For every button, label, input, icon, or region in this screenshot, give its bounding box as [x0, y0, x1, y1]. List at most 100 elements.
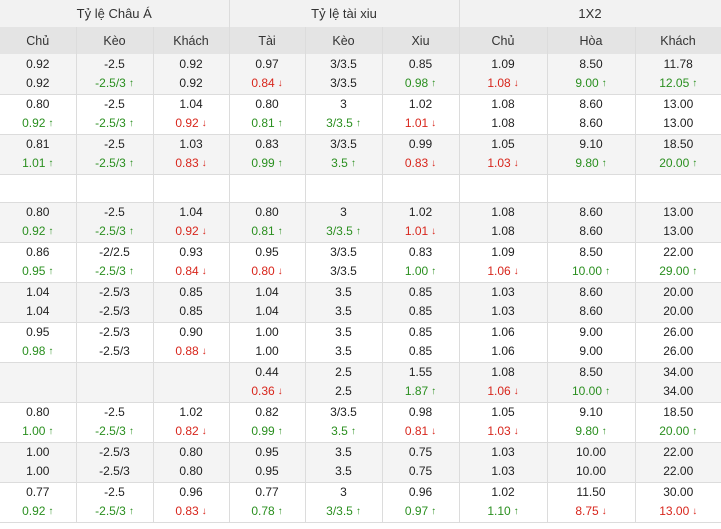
- odds-cell[interactable]: 1.09 1.06 ↓: [459, 242, 548, 283]
- odds-cell[interactable]: [547, 174, 636, 203]
- odds-cell[interactable]: 10.00 10.00: [547, 442, 636, 483]
- odds-cell[interactable]: -2.5/3 -2.5/3: [76, 282, 154, 323]
- odds-cell[interactable]: 13.00 13.00: [635, 202, 721, 243]
- odds-cell[interactable]: 1.08 1.08: [459, 202, 548, 243]
- odds-cell[interactable]: 2.5 2.5: [305, 362, 383, 403]
- odds-cell[interactable]: 18.50 20.00 ↑: [635, 402, 721, 443]
- odds-cell[interactable]: 8.50 10.00 ↑: [547, 242, 636, 283]
- odds-cell[interactable]: -2.5 -2.5/3 ↑: [76, 482, 154, 523]
- odds-cell[interactable]: 3 3/3.5 ↑: [305, 202, 383, 243]
- odds-cell[interactable]: 0.81 1.01 ↑: [0, 134, 77, 175]
- table-row[interactable]: 0.95 0.98 ↑ -2.5/3 -2.5/3 0.90 0.88 ↓ 1.00 1.00 3.…: [0, 322, 721, 363]
- odds-cell[interactable]: 0.80 0.81 ↑: [229, 202, 306, 243]
- odds-cell[interactable]: 0.96 0.97 ↑: [382, 482, 460, 523]
- odds-cell[interactable]: 3.5 3.5: [305, 322, 383, 363]
- odds-cell[interactable]: 8.60 8.60: [547, 202, 636, 243]
- odds-cell[interactable]: 22.00 29.00 ↑: [635, 242, 721, 283]
- odds-cell[interactable]: 9.10 9.80 ↑: [547, 402, 636, 443]
- table-row[interactable]: 0.80 1.00 ↑ -2.5 -2.5/3 ↑ 1.02 0.82 ↓ 0.82 0.99 ↑ 3/…: [0, 402, 721, 443]
- odds-cell[interactable]: 0.75 0.75: [382, 442, 460, 483]
- odds-cell[interactable]: 9.10 9.80 ↑: [547, 134, 636, 175]
- odds-cell[interactable]: -2.5 -2.5/3 ↑: [76, 134, 154, 175]
- odds-cell[interactable]: 0.95 0.95: [229, 442, 306, 483]
- odds-cell[interactable]: 1.02 0.82 ↓: [153, 402, 230, 443]
- odds-cell[interactable]: 3.5 3.5: [305, 282, 383, 323]
- odds-cell[interactable]: [382, 174, 460, 203]
- table-row[interactable]: 0.81 1.01 ↑ -2.5 -2.5/3 ↑ 1.03 0.83 ↓ 0.83 0.99 ↑ 3/…: [0, 134, 721, 175]
- odds-cell[interactable]: 1.04 0.92 ↓: [153, 94, 230, 135]
- odds-cell[interactable]: 1.06 1.06: [459, 322, 548, 363]
- odds-cell[interactable]: 1.02 1.01 ↓: [382, 94, 460, 135]
- odds-cell[interactable]: 1.04 1.04: [229, 282, 306, 323]
- odds-cell[interactable]: 0.90 0.88 ↓: [153, 322, 230, 363]
- odds-cell[interactable]: 1.03 1.03: [459, 282, 548, 323]
- odds-cell[interactable]: 0.97 0.84 ↓: [229, 54, 306, 95]
- odds-cell[interactable]: 26.00 26.00: [635, 322, 721, 363]
- table-row[interactable]: 0.80 0.92 ↑ -2.5 -2.5/3 ↑ 1.04 0.92 ↓ 0.80 0.81 ↑ 3 3…: [0, 94, 721, 135]
- odds-cell[interactable]: 8.60 8.60: [547, 94, 636, 135]
- odds-cell[interactable]: 1.04 0.92 ↓: [153, 202, 230, 243]
- odds-cell[interactable]: 1.03 1.03: [459, 442, 548, 483]
- odds-cell[interactable]: 0.80 0.92 ↑: [0, 94, 77, 135]
- odds-cell[interactable]: 1.05 1.03 ↓: [459, 134, 548, 175]
- odds-cell[interactable]: -2.5 -2.5/3 ↑: [76, 94, 154, 135]
- table-row[interactable]: 0.92 0.92 -2.5 -2.5/3 ↑ 0.92 0.92 0.97 0.84 ↓ 3/3.…: [0, 54, 721, 95]
- table-row[interactable]: 1.00 1.00 -2.5/3 -2.5/3 0.80 0.80 0.95 0.95 3.5 3…: [0, 442, 721, 483]
- odds-cell[interactable]: 1.08 1.08: [459, 94, 548, 135]
- odds-cell[interactable]: -2/2.5 -2.5/3 ↑: [76, 242, 154, 283]
- odds-cell[interactable]: 3 3/3.5 ↑: [305, 482, 383, 523]
- odds-cell[interactable]: 3/3.5 3.5 ↑: [305, 134, 383, 175]
- odds-cell[interactable]: [76, 362, 154, 403]
- odds-cell[interactable]: 18.50 20.00 ↑: [635, 134, 721, 175]
- odds-cell[interactable]: 3.5 3.5: [305, 442, 383, 483]
- odds-cell[interactable]: 34.00 34.00: [635, 362, 721, 403]
- odds-cell[interactable]: 1.05 1.03 ↓: [459, 402, 548, 443]
- odds-cell[interactable]: 1.00 1.00: [229, 322, 306, 363]
- odds-cell[interactable]: 0.93 0.84 ↓: [153, 242, 230, 283]
- odds-cell[interactable]: 0.82 0.99 ↑: [229, 402, 306, 443]
- odds-cell[interactable]: 8.50 9.00 ↑: [547, 54, 636, 95]
- odds-cell[interactable]: [0, 362, 77, 403]
- odds-cell[interactable]: 1.09 1.08 ↓: [459, 54, 548, 95]
- odds-cell[interactable]: 0.83 0.99 ↑: [229, 134, 306, 175]
- odds-cell[interactable]: -2.5 -2.5/3 ↑: [76, 202, 154, 243]
- odds-cell[interactable]: [305, 174, 383, 203]
- odds-cell[interactable]: 0.85 0.85: [153, 282, 230, 323]
- odds-cell[interactable]: 3/3.5 3/3.5: [305, 54, 383, 95]
- odds-cell[interactable]: 0.95 0.80 ↓: [229, 242, 306, 283]
- odds-cell[interactable]: [635, 174, 721, 203]
- odds-cell[interactable]: 11.78 12.05 ↑: [635, 54, 721, 95]
- odds-cell[interactable]: 1.08 1.06 ↓: [459, 362, 548, 403]
- odds-cell[interactable]: 0.80 0.92 ↑: [0, 202, 77, 243]
- odds-cell[interactable]: 0.80 1.00 ↑: [0, 402, 77, 443]
- odds-cell[interactable]: 13.00 13.00: [635, 94, 721, 135]
- odds-cell[interactable]: [229, 174, 306, 203]
- odds-cell[interactable]: -2.5/3 -2.5/3: [76, 442, 154, 483]
- table-row[interactable]: 1.04 1.04 -2.5/3 -2.5/3 0.85 0.85 1.04 1.04 3.5 3…: [0, 282, 721, 323]
- odds-cell[interactable]: 0.86 0.95 ↑: [0, 242, 77, 283]
- odds-cell[interactable]: 8.50 10.00 ↑: [547, 362, 636, 403]
- odds-cell[interactable]: 1.55 1.87 ↑: [382, 362, 460, 403]
- odds-cell[interactable]: 0.92 0.92: [153, 54, 230, 95]
- odds-cell[interactable]: 0.77 0.92 ↑: [0, 482, 77, 523]
- odds-cell[interactable]: 1.02 1.10 ↑: [459, 482, 548, 523]
- odds-cell[interactable]: 22.00 22.00: [635, 442, 721, 483]
- odds-cell[interactable]: 0.77 0.78 ↑: [229, 482, 306, 523]
- odds-cell[interactable]: 1.04 1.04: [0, 282, 77, 323]
- odds-cell[interactable]: 8.60 8.60: [547, 282, 636, 323]
- odds-cell[interactable]: 0.80 0.81 ↑: [229, 94, 306, 135]
- table-row[interactable]: 0.86 0.95 ↑ -2/2.5 -2.5/3 ↑ 0.93 0.84 ↓ 0.95 0.80 ↓…: [0, 242, 721, 283]
- odds-cell[interactable]: [459, 174, 548, 203]
- odds-cell[interactable]: -2.5 -2.5/3 ↑: [76, 54, 154, 95]
- odds-cell[interactable]: -2.5/3 -2.5/3: [76, 322, 154, 363]
- odds-cell[interactable]: 0.95 0.98 ↑: [0, 322, 77, 363]
- odds-cell[interactable]: 30.00 13.00 ↓: [635, 482, 721, 523]
- odds-cell[interactable]: 1.02 1.01 ↓: [382, 202, 460, 243]
- odds-cell[interactable]: -2.5 -2.5/3 ↑: [76, 402, 154, 443]
- odds-cell[interactable]: 0.85 0.98 ↑: [382, 54, 460, 95]
- odds-cell[interactable]: 0.80 0.80: [153, 442, 230, 483]
- odds-cell[interactable]: 0.98 0.81 ↓: [382, 402, 460, 443]
- odds-cell[interactable]: 9.00 9.00: [547, 322, 636, 363]
- odds-cell[interactable]: 0.99 0.83 ↓: [382, 134, 460, 175]
- odds-cell[interactable]: 3/3.5 3.5 ↑: [305, 402, 383, 443]
